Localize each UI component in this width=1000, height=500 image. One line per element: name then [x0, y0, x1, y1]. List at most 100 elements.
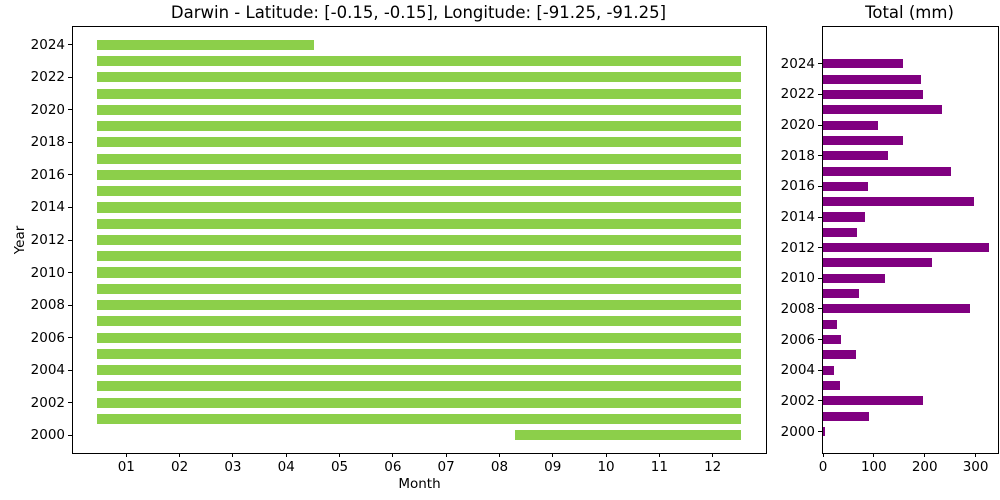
total-y-tick-mark — [818, 400, 822, 402]
total-y-tick-mark — [818, 308, 822, 310]
total-y-tick-mark — [818, 369, 822, 371]
total-x-tick-mark — [975, 453, 977, 457]
coverage-x-tick-label: 08 — [490, 459, 509, 475]
coverage-y-tick-label: 2024 — [30, 36, 65, 53]
coverage-x-tick-label: 05 — [330, 459, 349, 475]
coverage-y-tick-mark — [68, 369, 72, 371]
coverage-bar-2011 — [96, 251, 741, 262]
coverage-bar-2009 — [96, 283, 741, 294]
total-bar-2017 — [823, 166, 952, 176]
total-x-tick-label: 200 — [911, 459, 938, 475]
coverage-y-tick-mark — [68, 76, 72, 78]
total-y-tick-mark — [818, 63, 822, 65]
coverage-y-tick-mark — [68, 206, 72, 208]
total-y-tick-label: 2020 — [780, 117, 815, 134]
left-chart-title: Darwin - Latitude: [-0.15, -0.15], Longi… — [170, 3, 667, 22]
coverage-y-tick-mark — [68, 44, 72, 46]
total-x-tick-mark — [873, 453, 875, 457]
coverage-x-tick-mark — [445, 453, 447, 457]
total-y-tick-mark — [818, 185, 822, 187]
coverage-y-tick-label: 2006 — [30, 329, 65, 346]
total-bar-2012 — [823, 243, 990, 253]
total-y-tick-label: 2016 — [780, 178, 815, 195]
right-chart-title: Total (mm) — [865, 3, 954, 22]
coverage-x-tick-label: 02 — [171, 459, 189, 475]
coverage-y-tick-mark — [68, 402, 72, 404]
coverage-bar-2007 — [96, 316, 741, 327]
coverage-x-tick-mark — [392, 453, 394, 457]
total-y-tick-label: 2010 — [780, 270, 815, 287]
total-bar-2019 — [823, 135, 904, 145]
total-bar-2024 — [823, 59, 904, 69]
total-y-tick-label: 2000 — [780, 423, 815, 440]
total-y-tick-label: 2006 — [780, 331, 815, 348]
coverage-bar-2000 — [515, 430, 741, 441]
total-bar-2023 — [823, 74, 922, 84]
coverage-bar-2022 — [96, 72, 741, 83]
total-bar-2010 — [823, 273, 886, 283]
coverage-bar-2012 — [96, 234, 741, 246]
total-bar-2022 — [823, 89, 924, 99]
coverage-x-tick-label: 09 — [544, 459, 562, 475]
total-y-tick-mark — [818, 124, 822, 126]
coverage-bar-2015 — [96, 186, 741, 197]
coverage-bar-2001 — [96, 413, 741, 424]
coverage-y-tick-label: 2020 — [30, 101, 65, 118]
total-y-tick-label: 2024 — [780, 55, 815, 72]
total-y-tick-mark — [818, 431, 822, 433]
coverage-bar-2017 — [96, 153, 741, 164]
coverage-x-tick-mark — [712, 453, 714, 457]
total-bar-2003 — [823, 381, 840, 391]
total-y-tick-label: 2022 — [780, 86, 815, 103]
coverage-y-tick-mark — [68, 337, 72, 339]
coverage-x-tick-mark — [552, 453, 554, 457]
total-bar-2018 — [823, 151, 889, 161]
coverage-y-tick-mark — [68, 239, 72, 241]
total-bar-2005 — [823, 350, 856, 360]
coverage-bar-2006 — [96, 332, 741, 343]
coverage-bar-2004 — [96, 365, 741, 376]
total-y-tick-label: 2002 — [780, 392, 815, 409]
coverage-bar-2021 — [96, 88, 741, 99]
coverage-x-tick-mark — [498, 453, 500, 457]
total-y-tick-label: 2012 — [780, 239, 815, 256]
coverage-y-tick-mark — [68, 109, 72, 111]
coverage-x-tick-label: 10 — [597, 459, 615, 475]
coverage-y-tick-label: 2012 — [30, 232, 65, 248]
coverage-x-tick-mark — [658, 453, 660, 457]
total-x-tick-label: 0 — [818, 459, 828, 475]
coverage-y-tick-label: 2002 — [30, 394, 65, 411]
total-y-tick-mark — [818, 247, 822, 249]
coverage-bar-2010 — [96, 267, 741, 278]
total-bar-2006 — [823, 335, 841, 345]
coverage-bar-2018 — [96, 137, 741, 148]
total-x-tick-label: 100 — [860, 459, 887, 475]
coverage-bar-2019 — [96, 121, 741, 132]
total-x-tick-mark — [924, 453, 926, 457]
coverage-x-tick-mark — [232, 453, 234, 457]
total-bar-2016 — [823, 181, 868, 191]
coverage-bar-2014 — [96, 202, 741, 213]
left-x-axis-label: Month — [398, 476, 441, 492]
total-y-tick-label: 2004 — [780, 362, 815, 379]
monthly-coverage-plot-area: Year Month 01 02 03 04 05 06 07 08 09 10 11 12 2024 2… — [12, 26, 767, 492]
coverage-x-tick-label: 01 — [117, 459, 135, 475]
coverage-bar-2008 — [96, 299, 741, 311]
coverage-y-tick-mark — [68, 141, 72, 143]
coverage-y-tick-mark — [68, 304, 72, 306]
coverage-x-tick-mark — [339, 453, 341, 457]
total-y-tick-label: 2008 — [780, 300, 815, 317]
total-y-tick-mark — [818, 339, 822, 341]
total-bar-2002 — [823, 396, 924, 406]
total-precipitation-plot-area: 0 100 200 300 2024 2022 2020 2018 2016 2014 2012 20… — [781, 26, 999, 475]
total-bar-2004 — [823, 365, 835, 375]
total-bar-2021 — [823, 105, 942, 115]
total-bar-2008 — [823, 304, 971, 314]
total-bar-2001 — [823, 411, 869, 421]
coverage-x-tick-label: 03 — [224, 459, 242, 475]
coverage-bar-2020 — [96, 104, 741, 115]
coverage-bar-2013 — [96, 218, 741, 229]
coverage-y-tick-label: 2008 — [30, 297, 65, 314]
total-bar-2000 — [823, 427, 825, 437]
coverage-x-tick-mark — [179, 453, 181, 457]
